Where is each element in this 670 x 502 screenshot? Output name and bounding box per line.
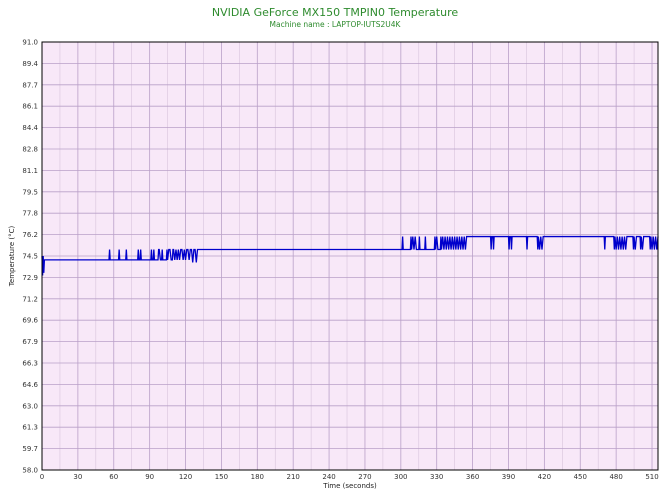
x-tick-label: 390 bbox=[502, 473, 515, 481]
y-tick-label: 63.0 bbox=[22, 402, 38, 410]
x-tick-label: 330 bbox=[430, 473, 443, 481]
x-tick-label: 360 bbox=[466, 473, 479, 481]
series-group bbox=[41, 235, 659, 276]
x-tick-label: 120 bbox=[179, 473, 192, 481]
y-tick-label: 82.8 bbox=[22, 146, 38, 154]
y-tick-label: 72.9 bbox=[22, 274, 38, 282]
x-tick-label: 30 bbox=[73, 473, 82, 481]
y-tick-label: 67.9 bbox=[22, 338, 38, 346]
x-axis-ticks: 0 30 60 90 120 150 180 210 240 270 300 330 360 390 420… bbox=[40, 473, 659, 481]
series-line bbox=[41, 235, 659, 276]
chart-subtitle: Machine name : LAPTOP-IUTS2U4K bbox=[270, 20, 402, 29]
chart-title: NVIDIA GeForce MX150 TMPIN0 Temperature bbox=[212, 6, 459, 19]
plot-border bbox=[41, 41, 659, 471]
y-tick-label: 79.5 bbox=[22, 188, 38, 196]
x-tick-label: 300 bbox=[394, 473, 407, 481]
x-tick-label: 0 bbox=[40, 473, 44, 481]
x-tick-label: 510 bbox=[645, 473, 658, 481]
x-tick-label: 90 bbox=[145, 473, 154, 481]
y-tick-label: 91.0 bbox=[22, 39, 38, 47]
y-tick-label: 74.5 bbox=[22, 253, 38, 261]
x-tick-label: 60 bbox=[109, 473, 118, 481]
x-axis-label: Time (seconds) bbox=[322, 482, 377, 490]
y-tick-label: 86.1 bbox=[22, 103, 38, 111]
y-tick-label: 84.4 bbox=[22, 124, 38, 132]
y-tick-label: 77.8 bbox=[22, 210, 38, 218]
x-tick-label: 420 bbox=[538, 473, 551, 481]
x-tick-label: 270 bbox=[358, 473, 371, 481]
x-tick-label: 240 bbox=[322, 473, 335, 481]
x-tick-label: 210 bbox=[286, 473, 299, 481]
grid-lines bbox=[42, 42, 658, 470]
x-tick-label: 180 bbox=[251, 473, 264, 481]
y-tick-label: 69.6 bbox=[22, 317, 38, 325]
y-tick-label: 59.7 bbox=[22, 445, 38, 453]
y-tick-label: 87.7 bbox=[22, 81, 38, 89]
y-tick-label: 89.4 bbox=[22, 60, 38, 68]
y-tick-label: 66.3 bbox=[22, 360, 38, 368]
x-tick-label: 480 bbox=[609, 473, 622, 481]
y-axis-label: Temperature (°C) bbox=[8, 226, 16, 288]
y-tick-label: 58.0 bbox=[22, 467, 38, 475]
y-tick-label: 64.6 bbox=[22, 381, 38, 389]
x-tick-label: 450 bbox=[574, 473, 587, 481]
x-tick-label: 150 bbox=[215, 473, 228, 481]
y-tick-label: 81.1 bbox=[22, 167, 38, 175]
y-tick-label: 61.3 bbox=[22, 424, 38, 432]
y-axis-ticks: 91.0 89.4 87.7 86.1 84.4 82.8 81.1 79.5 77.8 76.2… bbox=[22, 39, 38, 475]
y-tick-label: 71.2 bbox=[22, 295, 38, 303]
y-tick-label: 76.2 bbox=[22, 231, 38, 239]
